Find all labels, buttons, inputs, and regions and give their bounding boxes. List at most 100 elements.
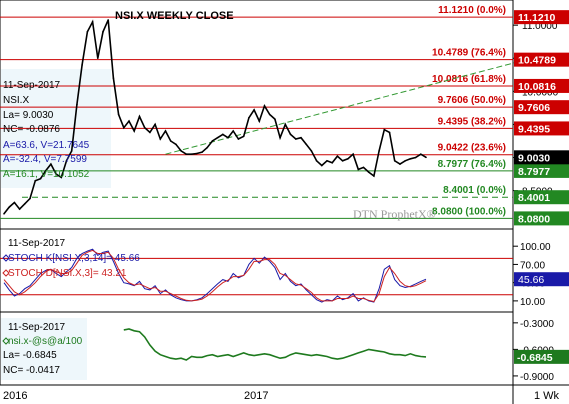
stoch-d-line	[3, 249, 427, 303]
support-axis-label-bg	[514, 190, 569, 205]
price-point	[164, 130, 167, 132]
price-point	[419, 153, 422, 156]
support-axis-label: 8.0800	[518, 213, 550, 225]
price-point	[248, 117, 250, 119]
price-point	[128, 120, 130, 122]
support-label: 8.4001 (0.0%)	[443, 185, 506, 196]
price-point	[289, 133, 292, 136]
spread-info-box	[1, 318, 87, 380]
price-point	[425, 156, 427, 159]
price-point	[102, 30, 104, 33]
price-point	[414, 156, 417, 159]
stoch-current-label: 45.66	[518, 274, 544, 286]
spread-y-tick-label: -0.3000	[520, 319, 554, 330]
price-point	[263, 105, 266, 107]
price-point	[169, 140, 172, 142]
stoch-y-tick-label: 70.00	[520, 260, 545, 271]
price-point	[242, 135, 245, 138]
spread-net-change: NC= -0.0417	[3, 365, 60, 376]
price-point	[383, 128, 386, 131]
support-axis-label-bg	[514, 211, 569, 226]
stoch-y-tick-label: 100.00	[520, 242, 551, 253]
price-point	[352, 153, 354, 156]
spread-info-date: 11-Sep-2017	[8, 322, 66, 333]
price-point	[357, 168, 360, 171]
info-trend-3: A=16.1, V=10.1052	[3, 169, 90, 180]
info-last: La= 9.0030	[3, 110, 54, 121]
price-point	[294, 138, 297, 140]
price-point	[300, 136, 302, 139]
price-point	[13, 201, 16, 204]
price-point	[159, 138, 162, 140]
stoch-y-tick-label: 10.00	[520, 297, 545, 308]
price-point	[143, 126, 146, 129]
price-point	[216, 136, 219, 139]
price-point	[206, 146, 208, 149]
fib-label: 9.0422 (23.6%)	[438, 143, 506, 154]
price-point	[138, 115, 141, 118]
info-trend-1: A=63.6, V=21.7645	[3, 140, 90, 151]
price-point	[222, 133, 224, 136]
price-point	[34, 179, 37, 182]
price-point	[123, 126, 125, 129]
price-point	[50, 163, 52, 165]
interval-label: 1 Wk	[534, 390, 560, 402]
support-label: 8.0800 (100.0%)	[432, 206, 506, 217]
price-point	[258, 120, 261, 122]
spread-current-bg	[514, 349, 569, 364]
stoch-d-label: STOCH D[NSI.X,3]= 43.21	[8, 268, 127, 279]
fib-label: 9.4395 (38.2%)	[438, 116, 506, 127]
chart-title: NSI.X WEEKLY CLOSE	[115, 10, 234, 22]
fib-axis-label: 10.4789	[518, 55, 556, 67]
price-point	[39, 177, 42, 180]
price-point	[310, 150, 313, 152]
last-price-axis-label: 9.0030	[518, 152, 550, 164]
price-point	[393, 160, 396, 162]
price-point	[55, 173, 57, 175]
price-point	[347, 158, 349, 160]
spread-current-label: -0.6845	[517, 352, 553, 364]
price-point	[107, 19, 109, 21]
price-point	[326, 160, 328, 162]
price-y-tick-label: 11.0000	[522, 21, 558, 32]
fib-axis-label: 10.0816	[518, 81, 556, 93]
price-point	[388, 131, 391, 134]
spread-marker	[2, 337, 10, 345]
fib-axis-label-bg	[514, 52, 569, 67]
info-date: 11-Sep-2017	[3, 80, 61, 91]
price-point	[232, 130, 235, 132]
price-point	[86, 30, 89, 33]
watermark: DTN ProphetX®	[353, 207, 436, 221]
price-point	[154, 123, 156, 126]
price-point	[253, 109, 255, 111]
price-point	[81, 64, 83, 66]
price-point	[201, 151, 203, 154]
price-point	[378, 150, 380, 152]
price-point	[18, 208, 21, 210]
price-point	[315, 160, 318, 162]
fib-axis-label-bg	[514, 100, 569, 115]
price-point	[175, 143, 177, 146]
fib-label: 9.7606 (50.0%)	[438, 95, 506, 106]
stoch-current-bg	[514, 272, 569, 287]
spread-panel: -0.3000-0.6000-0.9000-0.6845	[2, 319, 569, 383]
price-point	[117, 113, 120, 116]
info-symbol: NSI.X	[3, 95, 29, 106]
price-point	[274, 118, 276, 120]
price-point	[149, 131, 151, 134]
support-axis-label: 8.4001	[518, 192, 550, 204]
price-point	[305, 143, 307, 146]
x-label-2016: 2016	[3, 390, 27, 402]
info-net-change: NC= -0.0876	[3, 124, 60, 135]
price-point	[112, 77, 115, 79]
stoch-k-marker	[2, 254, 10, 262]
price-point	[185, 153, 188, 156]
trend-line	[165, 61, 520, 155]
fib-label: 11.1210 (0.0%)	[438, 5, 506, 16]
price-point	[24, 203, 26, 205]
support-axis-label-bg	[514, 163, 569, 178]
fib-axis-label: 9.7606	[518, 102, 550, 114]
